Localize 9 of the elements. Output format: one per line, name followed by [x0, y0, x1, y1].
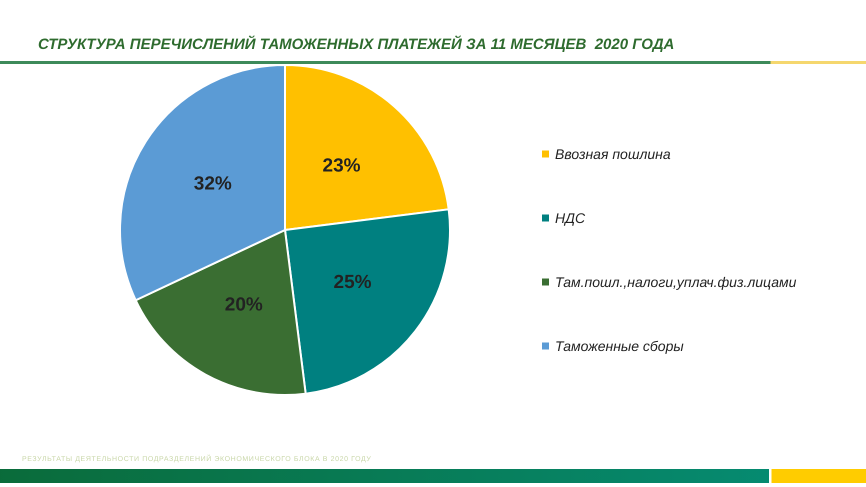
chart-title: СТРУКТУРА ПЕРЕЧИСЛЕНИЙ ТАМОЖЕННЫХ ПЛАТЕЖЕЙ ЗА 11 МЕСЯЦЕВ 2020 ГОДА: [38, 36, 674, 53]
legend-label: Таможенные сборы: [555, 338, 684, 354]
legend-label: Там.пошл.,налоги,уплач.физ.лицами: [555, 274, 797, 290]
data-label: 20%: [224, 294, 263, 316]
data-label: 23%: [322, 155, 361, 176]
legend-label: НДС: [555, 210, 586, 226]
data-label: 32%: [194, 174, 232, 195]
legend-label: Ввозная пошлина: [555, 146, 671, 162]
data-label: 25%: [334, 272, 372, 293]
